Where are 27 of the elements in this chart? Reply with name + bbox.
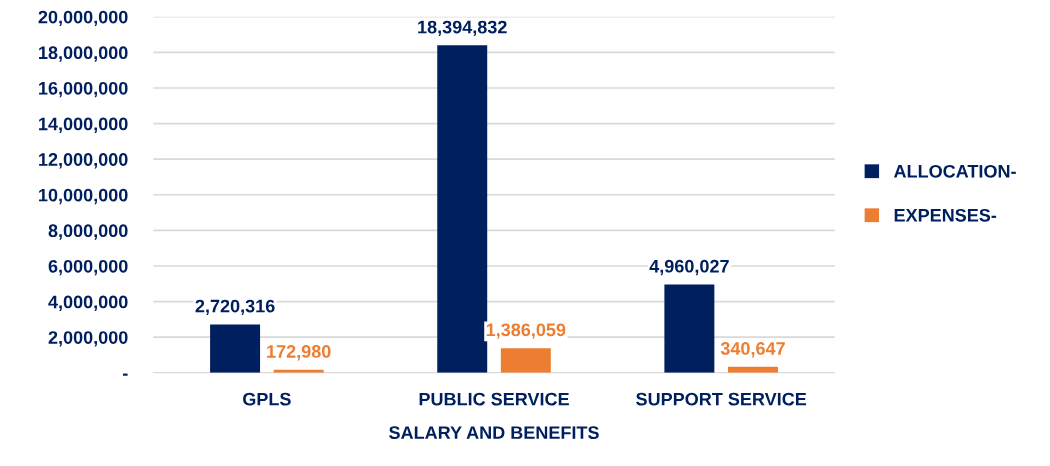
x-tick-label: GPLS — [243, 392, 291, 406]
x-axis-title: SALARY AND BENEFITS — [389, 426, 599, 439]
bar — [210, 324, 261, 373]
legend-label: EXPENSES- — [894, 208, 997, 222]
y-tick-label: 4,000,000 — [48, 295, 128, 311]
data-label: 18,394,832 — [418, 20, 507, 37]
y-tick-label: - — [122, 373, 128, 376]
y-tick-label: 16,000,000 — [39, 81, 128, 98]
data-label: 4,960,027 — [649, 259, 729, 276]
x-tick-label: SUPPORT SERVICE — [636, 392, 807, 406]
data-label: 1,386,059 — [486, 323, 566, 339]
data-label: 2,720,316 — [195, 299, 275, 316]
y-tick-label: 20,000,000 — [38, 10, 128, 27]
bar — [500, 348, 551, 373]
x-tick-label: PUBLIC SERVICE — [419, 392, 569, 406]
data-label: 340,647 — [720, 342, 785, 358]
y-tick-label: 10,000,000 — [39, 188, 128, 205]
y-tick-label: 2,000,000 — [48, 331, 128, 347]
data-label: 172,980 — [267, 345, 331, 361]
y-tick-label: 8,000,000 — [48, 224, 128, 240]
bar — [664, 284, 715, 373]
bar — [437, 45, 488, 373]
legend-label: ALLOCATION- — [893, 164, 1016, 178]
y-tick-label: 6,000,000 — [48, 259, 128, 276]
y-tick-label: 18,000,000 — [39, 46, 128, 62]
y-tick-label: 14,000,000 — [39, 117, 128, 133]
y-tick-label: 12,000,000 — [39, 153, 128, 169]
